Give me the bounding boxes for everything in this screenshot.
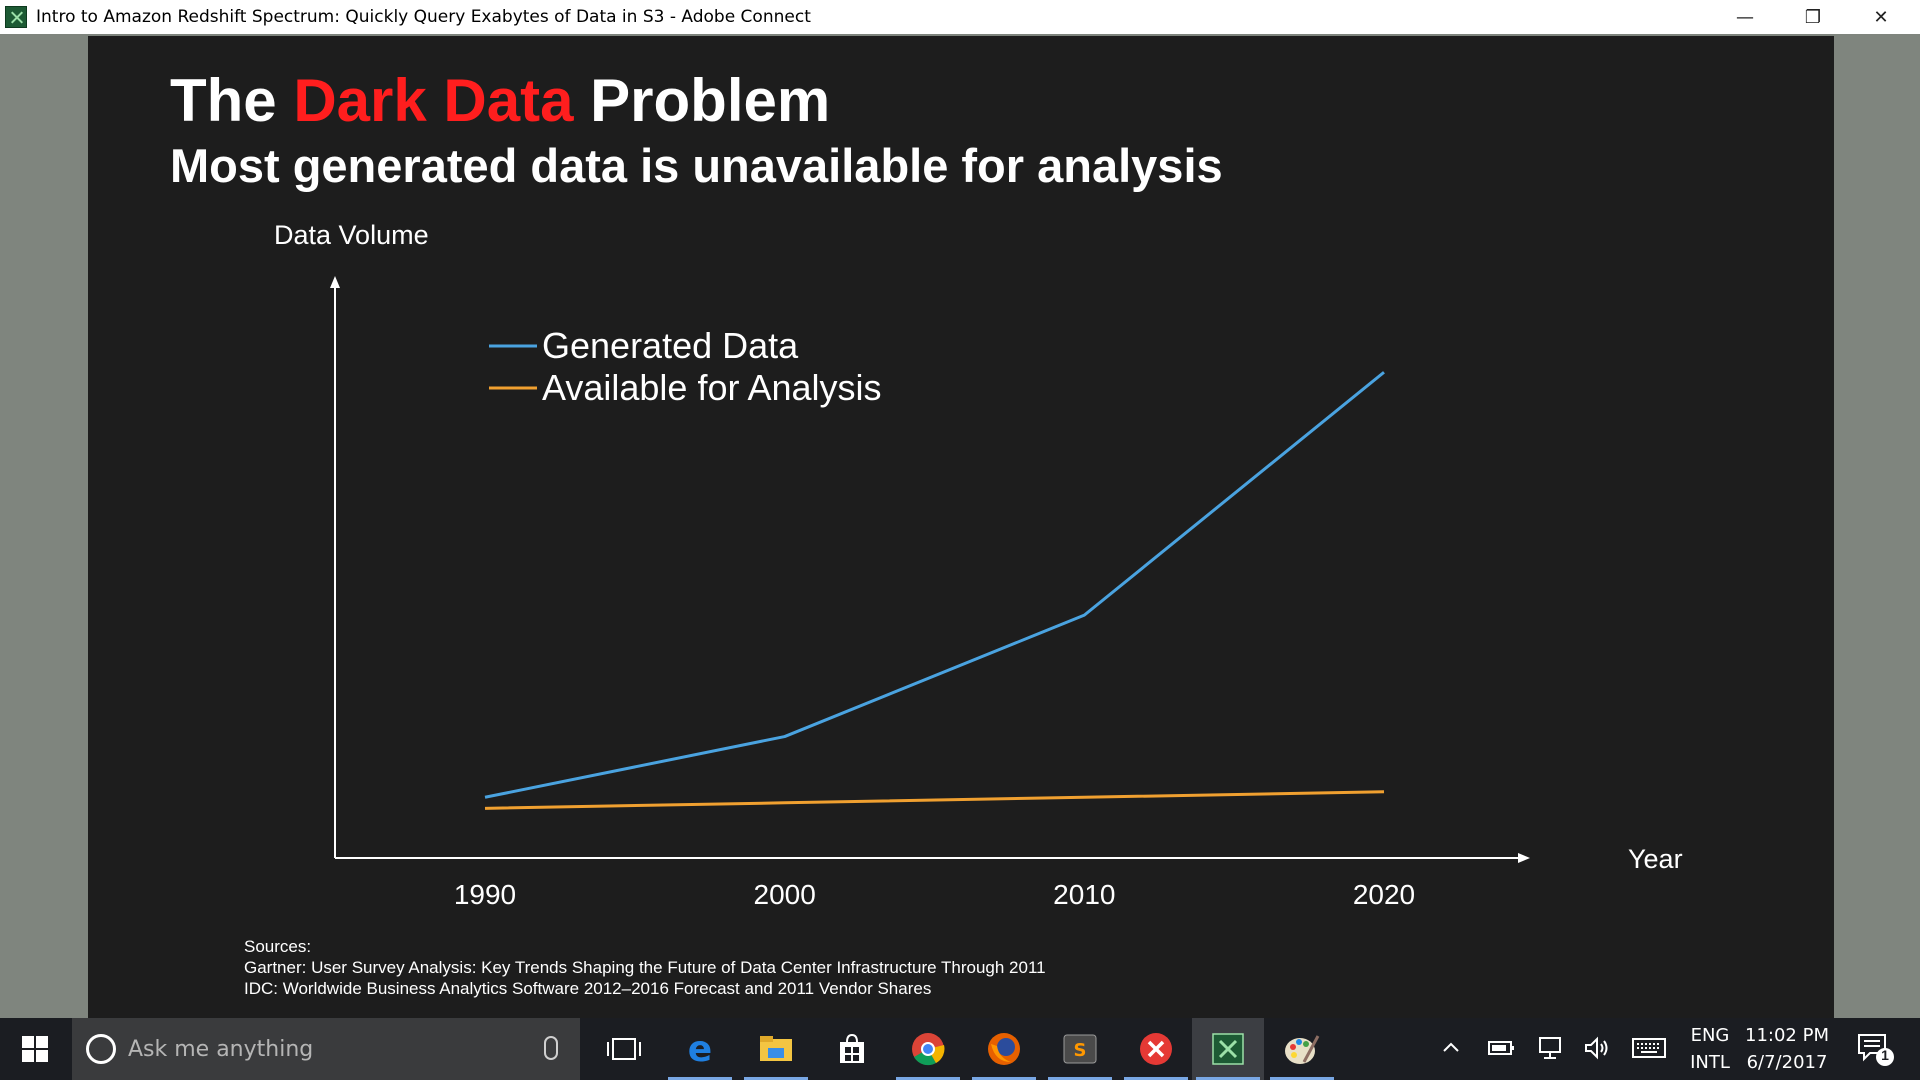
taskbar-app-adobe-connect[interactable]	[1192, 1018, 1264, 1080]
sources-block: Sources: Gartner: User Survey Analysis: …	[244, 936, 1046, 999]
show-hidden-icons-button[interactable]	[1440, 1036, 1462, 1063]
presentation-slide: The Dark Data Problem Most generated dat…	[88, 36, 1834, 1018]
battery-button[interactable]	[1488, 1038, 1516, 1063]
windows-logo-icon	[22, 1036, 48, 1062]
slide-subtitle: Most generated data is unavailable for a…	[170, 139, 1223, 192]
taskbar-app-sublime-text[interactable]: S	[1044, 1018, 1116, 1080]
keyboard-layout-code: INTL	[1690, 1052, 1730, 1073]
legend-label-0: Generated Data	[542, 325, 799, 366]
running-indicator	[1196, 1077, 1260, 1080]
slide-title: The Dark Data Problem	[170, 66, 830, 135]
legend-label-1: Available for Analysis	[542, 367, 882, 408]
slide-title-prefix: The	[170, 67, 294, 134]
adobe-connect-icon	[1212, 1033, 1244, 1065]
file-explorer-icon	[760, 1036, 792, 1061]
svg-text:e: e	[688, 1032, 712, 1066]
paint-icon	[1285, 1035, 1320, 1064]
x-tick-label: 2000	[754, 879, 816, 910]
running-indicator	[896, 1077, 960, 1080]
network-button[interactable]	[1536, 1036, 1564, 1065]
y-axis-label: Data Volume	[274, 220, 429, 250]
x-tick-label: 2010	[1053, 879, 1115, 910]
notification-count-badge: 1	[1881, 1047, 1889, 1063]
speaker-icon	[1585, 1036, 1608, 1060]
sources-heading: Sources:	[244, 937, 312, 956]
taskbar-app-store[interactable]	[816, 1018, 888, 1080]
taskbar-app-firefox[interactable]	[968, 1018, 1040, 1080]
running-indicator	[744, 1077, 808, 1080]
series-line-1	[484, 790, 1385, 810]
minimize-button[interactable]: —	[1736, 6, 1754, 28]
x-tick-label: 2020	[1353, 879, 1415, 910]
right-gutter	[1834, 34, 1920, 1018]
running-indicator	[1270, 1077, 1334, 1080]
battery-icon	[1488, 1041, 1514, 1055]
source-line-gartner: Gartner: User Survey Analysis: Key Trend…	[244, 958, 1046, 977]
y-axis-arrowhead	[330, 276, 340, 288]
x-axis-label: Year	[1628, 844, 1683, 874]
volume-button[interactable]	[1584, 1036, 1612, 1065]
cortana-icon	[86, 1034, 116, 1064]
left-gutter	[0, 34, 88, 1018]
series-line-0	[484, 371, 1385, 799]
close-button[interactable]: ✕	[1873, 6, 1889, 28]
slide-title-accent: Dark Data	[293, 67, 574, 134]
search-placeholder: Ask me anything	[128, 1036, 314, 1062]
clock[interactable]: 11:02 PM 6/7/2017	[1742, 1022, 1832, 1076]
keyboard-icon	[1632, 1038, 1666, 1058]
running-indicator	[668, 1077, 732, 1080]
source-line-idc: IDC: Worldwide Business Analytics Softwa…	[244, 979, 932, 998]
language-code: ENG	[1690, 1025, 1730, 1046]
slide-title-suffix: Problem	[573, 67, 831, 134]
x-axis-arrowhead	[1518, 853, 1530, 863]
firefox-icon	[988, 1033, 1020, 1065]
notification-icon	[1858, 1034, 1894, 1066]
running-indicator	[1124, 1077, 1188, 1080]
edge-icon: e	[688, 1032, 712, 1066]
sublime-text-icon: S	[1063, 1034, 1097, 1064]
chevron-up-icon	[1443, 1042, 1459, 1052]
store-icon	[840, 1033, 864, 1063]
taskbar-app-paint[interactable]	[1266, 1018, 1338, 1080]
window-title: Intro to Amazon Redshift Spectrum: Quick…	[36, 7, 811, 27]
task-view-icon	[607, 1038, 641, 1060]
chrome-icon	[912, 1033, 945, 1066]
microphone-icon[interactable]	[544, 1036, 558, 1060]
window-title-bar[interactable]: Intro to Amazon Redshift Spectrum: Quick…	[0, 0, 1920, 34]
taskbar-app-file-explorer[interactable]	[740, 1018, 812, 1080]
taskbar-app-red-x[interactable]	[1120, 1018, 1192, 1080]
input-language-indicator[interactable]: ENG INTL	[1682, 1022, 1738, 1076]
adobe-connect-app-icon	[5, 6, 27, 28]
touch-keyboard-button[interactable]	[1632, 1038, 1666, 1063]
line-chart: Data Volume Year 1990 2000 2010 2020 Generated…	[274, 220, 1683, 910]
start-button[interactable]	[0, 1018, 70, 1080]
x-tick-label: 1990	[454, 879, 516, 910]
clock-time: 11:02 PM	[1745, 1025, 1829, 1046]
red-x-app-icon	[1140, 1033, 1172, 1065]
running-indicator	[972, 1077, 1036, 1080]
taskbar-app-chrome[interactable]	[892, 1018, 964, 1080]
network-icon	[1539, 1037, 1561, 1059]
svg-text:S: S	[1074, 1040, 1087, 1061]
taskbar-app-edge[interactable]: e	[664, 1018, 736, 1080]
cortana-search-box[interactable]: Ask me anything	[72, 1018, 580, 1080]
task-view-button[interactable]	[588, 1018, 660, 1080]
running-indicator	[1048, 1077, 1112, 1080]
action-center-button[interactable]: 1	[1856, 1032, 1896, 1068]
taskbar: Ask me anything e S	[0, 1018, 1920, 1080]
restore-button[interactable]: ❐	[1804, 6, 1822, 28]
clock-date: 6/7/2017	[1746, 1052, 1828, 1073]
